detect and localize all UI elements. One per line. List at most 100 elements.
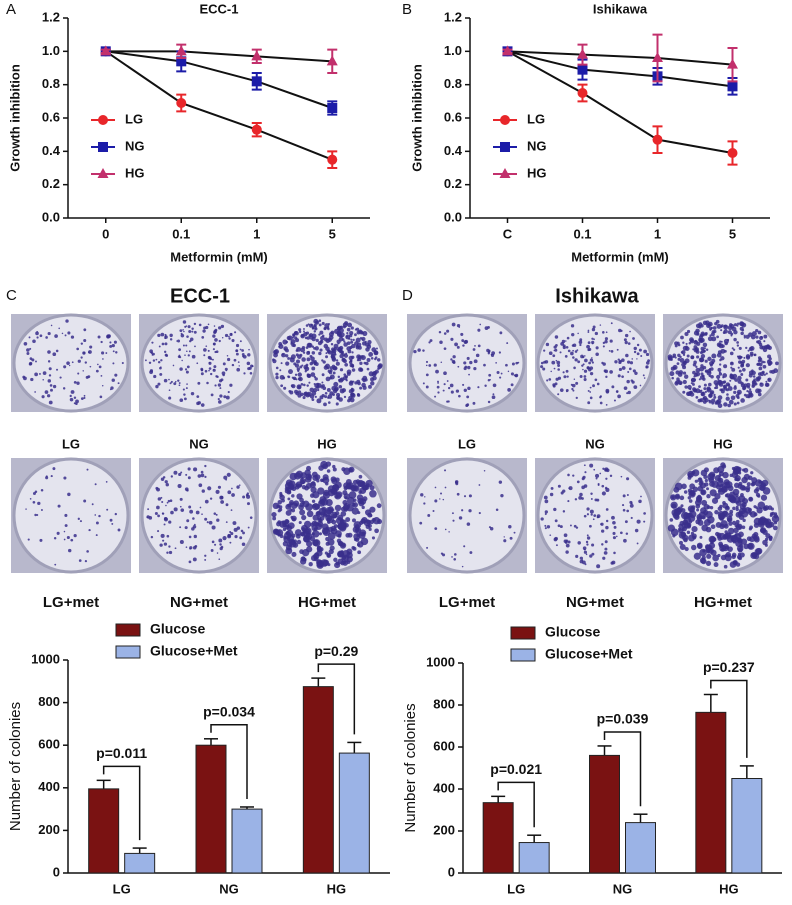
colony: [495, 508, 499, 512]
colony: [749, 388, 752, 391]
colony: [553, 507, 557, 512]
colony: [698, 390, 702, 394]
y-tick-label: 0.6: [444, 109, 462, 124]
colony: [736, 344, 740, 347]
colony: [113, 340, 117, 344]
colony: [617, 358, 620, 361]
colony: [682, 353, 686, 356]
colony: [185, 473, 188, 476]
colony: [636, 519, 641, 524]
colony: [249, 371, 253, 375]
colony: [700, 346, 705, 351]
colony: [319, 348, 323, 352]
colony: [312, 530, 320, 538]
colony: [589, 358, 594, 362]
colony: [670, 494, 677, 501]
colony: [585, 540, 589, 544]
colony: [367, 512, 373, 518]
colony: [184, 368, 188, 371]
y-tick-label: 600: [433, 738, 455, 753]
colony: [673, 486, 680, 493]
colony: [101, 385, 104, 387]
colony: [62, 387, 66, 390]
colony: [362, 531, 366, 535]
colony: [164, 337, 167, 340]
colony: [209, 497, 213, 500]
colony: [22, 375, 26, 379]
colony: [626, 494, 629, 497]
colony: [287, 497, 291, 501]
colony: [636, 352, 640, 356]
colony: [180, 333, 185, 338]
colony: [633, 350, 637, 354]
colony: [348, 466, 355, 473]
colony: [170, 380, 173, 383]
colony: [348, 491, 357, 499]
colony: [194, 345, 196, 348]
colony: [348, 381, 354, 386]
colony: [343, 395, 347, 399]
colony: [642, 374, 645, 377]
colony: [34, 513, 37, 517]
colony: [507, 370, 510, 373]
bar: [231, 808, 263, 874]
colony: [309, 387, 315, 393]
colony: [287, 335, 293, 341]
colony: [337, 375, 341, 379]
colony: [174, 547, 177, 550]
colony: [453, 557, 457, 561]
panel-label: D: [402, 287, 413, 304]
colony: [311, 499, 316, 504]
colony: [510, 383, 514, 387]
marker: [251, 124, 262, 135]
colony: [323, 365, 329, 370]
colony: [679, 358, 685, 363]
colony: [633, 385, 638, 390]
colony: [762, 487, 771, 495]
bar: [589, 754, 620, 874]
colony: [463, 340, 468, 344]
colony: [454, 480, 459, 484]
colony: [732, 496, 741, 504]
colony: [114, 373, 118, 377]
colony: [617, 374, 621, 378]
colony: [584, 471, 587, 474]
colony: [428, 341, 431, 344]
colony: [364, 378, 368, 382]
colony: [197, 381, 201, 385]
colony: [714, 493, 721, 500]
colony: [600, 522, 604, 526]
colony: [89, 365, 92, 368]
colony: [554, 348, 558, 352]
colony: [425, 385, 429, 389]
colony: [730, 361, 733, 365]
x-tick-label: 0: [102, 226, 109, 241]
colony: [281, 520, 287, 525]
colony: [740, 510, 749, 518]
colony: [207, 349, 210, 352]
colony: [737, 552, 742, 556]
colony: [309, 333, 313, 338]
colony: [362, 485, 368, 491]
colony: [39, 334, 43, 338]
colony: [98, 514, 101, 518]
colony: [350, 484, 359, 492]
colony: [543, 360, 547, 364]
colony: [32, 491, 36, 495]
colony: [711, 358, 716, 363]
colony: [605, 331, 608, 334]
colony: [767, 378, 770, 381]
colony: [636, 542, 639, 545]
colony: [306, 546, 313, 553]
colony: [478, 511, 481, 515]
colony: [736, 466, 742, 473]
colony: [357, 550, 362, 555]
legend-label: NG: [527, 138, 547, 153]
colony: [716, 399, 722, 404]
colony: [709, 363, 713, 367]
colony: [237, 361, 240, 364]
colony: [306, 465, 312, 471]
line: [507, 50, 733, 154]
colony: [567, 500, 570, 503]
colony: [617, 394, 621, 399]
